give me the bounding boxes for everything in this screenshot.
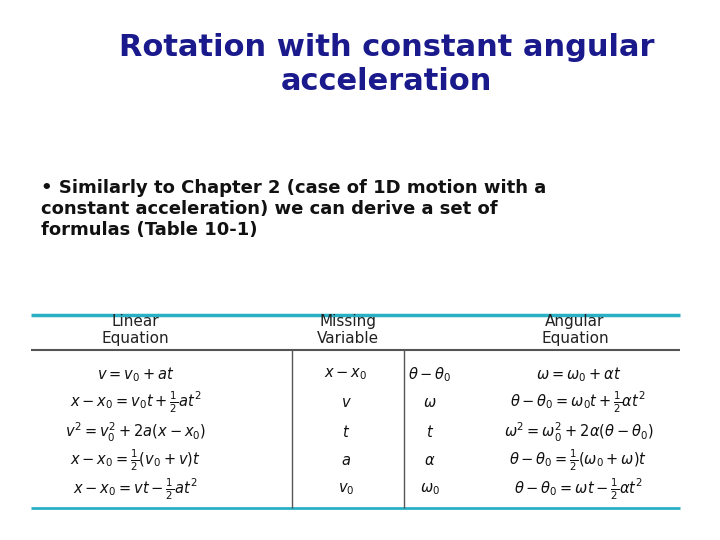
Text: $x - x_0 = \frac{1}{2}(v_0 + v)t$: $x - x_0 = \frac{1}{2}(v_0 + v)t$ bbox=[70, 448, 201, 474]
Text: $v^2 = v_0^2 + 2a(x - x_0)$: $v^2 = v_0^2 + 2a(x - x_0)$ bbox=[65, 421, 206, 444]
Text: Angular
Equation: Angular Equation bbox=[541, 314, 609, 346]
Text: $x - x_0$: $x - x_0$ bbox=[325, 366, 368, 382]
Text: $\omega$: $\omega$ bbox=[423, 395, 436, 410]
Text: $\theta - \theta_0 = \omega_0 t + \frac{1}{2}\alpha t^2$: $\theta - \theta_0 = \omega_0 t + \frac{… bbox=[510, 390, 647, 415]
Text: • Similarly to Chapter 2 (case of 1D motion with a
constant acceleration) we can: • Similarly to Chapter 2 (case of 1D mot… bbox=[41, 179, 546, 239]
Text: $\omega^2 = \omega_0^2 + 2\alpha(\theta - \theta_0)$: $\omega^2 = \omega_0^2 + 2\alpha(\theta … bbox=[503, 421, 653, 444]
Text: Linear
Equation: Linear Equation bbox=[102, 314, 169, 346]
Text: $\alpha$: $\alpha$ bbox=[424, 453, 436, 468]
Text: Rotation with constant angular
acceleration: Rotation with constant angular accelerat… bbox=[119, 33, 654, 96]
Text: $\theta - \theta_0 = \omega t - \frac{1}{2}\alpha t^2$: $\theta - \theta_0 = \omega t - \frac{1}… bbox=[514, 476, 643, 502]
Text: $v = v_0 + at$: $v = v_0 + at$ bbox=[96, 365, 174, 383]
Text: $x - x_0 = vt - \frac{1}{2}at^2$: $x - x_0 = vt - \frac{1}{2}at^2$ bbox=[73, 476, 197, 502]
Text: Missing
Variable: Missing Variable bbox=[317, 314, 379, 346]
Text: $t$: $t$ bbox=[426, 424, 434, 441]
Text: $x - x_0 = v_0 t + \frac{1}{2}at^2$: $x - x_0 = v_0 t + \frac{1}{2}at^2$ bbox=[70, 390, 201, 415]
Text: $v$: $v$ bbox=[341, 395, 351, 410]
Text: $v_0$: $v_0$ bbox=[338, 481, 354, 497]
Text: $\theta - \theta_0 = \frac{1}{2}(\omega_0 + \omega)t$: $\theta - \theta_0 = \frac{1}{2}(\omega_… bbox=[510, 448, 647, 474]
Text: $\omega_0$: $\omega_0$ bbox=[420, 481, 440, 497]
Text: $a$: $a$ bbox=[341, 453, 351, 468]
Text: $t$: $t$ bbox=[342, 424, 350, 441]
Text: $\omega = \omega_0 + \alpha t$: $\omega = \omega_0 + \alpha t$ bbox=[536, 365, 621, 383]
Text: $\theta - \theta_0$: $\theta - \theta_0$ bbox=[408, 365, 451, 383]
